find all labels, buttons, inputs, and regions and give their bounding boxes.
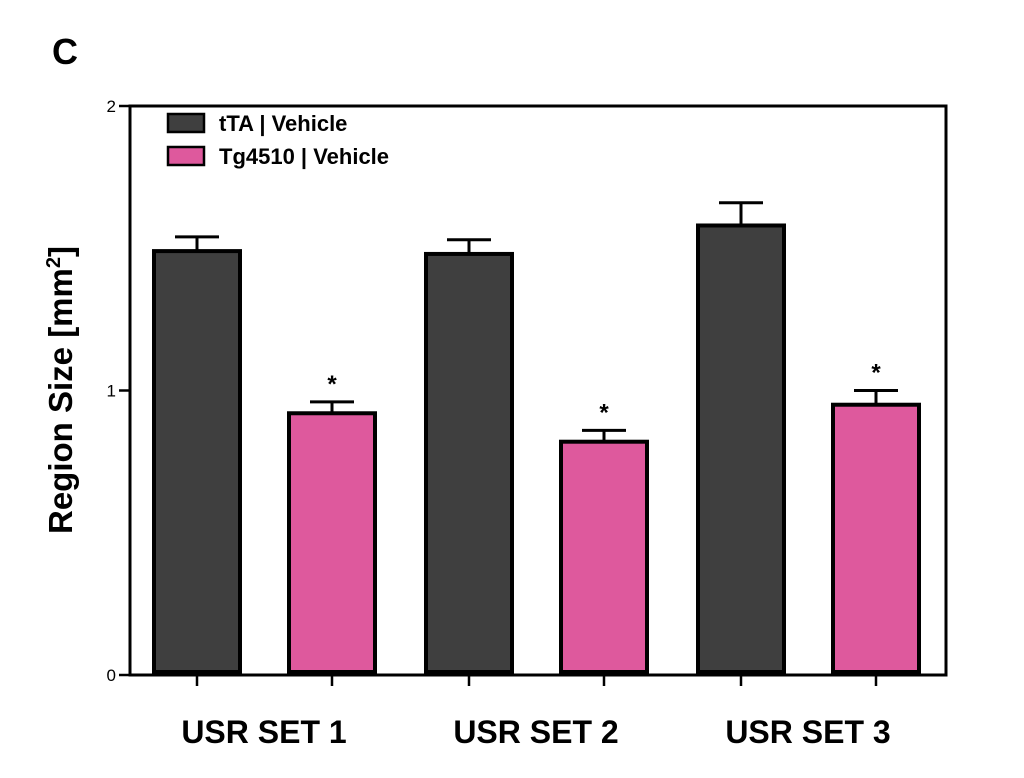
significance-marker: * [599,399,609,426]
significance-marker: * [871,360,881,387]
x-tick-label: USR SET 2 [453,714,618,750]
bar [831,402,921,674]
y-axis-ticks: 0 1 2 [107,97,130,685]
plot-frame [128,104,948,677]
panel-label: C [52,31,78,72]
significance-marker: * [327,371,337,398]
legend: tTA | Vehicle Tg4510 | Vehicle [166,111,389,169]
bar [152,249,242,674]
y-tick-label: 0 [107,666,116,685]
y-tick-label: 2 [107,97,116,116]
y-tick-label: 1 [107,382,116,401]
legend-swatch [166,112,206,134]
y-axis-label: Region Size [mm2] [42,246,79,534]
error-bars-layer [175,201,898,442]
bars-layer [152,223,921,675]
bar [559,439,649,674]
bar [424,251,514,674]
legend-label: Tg4510 | Vehicle [219,144,389,169]
legend-label: tTA | Vehicle [219,111,347,136]
x-tick-label: USR SET 1 [181,714,346,750]
x-tick-label: USR SET 3 [725,714,890,750]
legend-swatch [166,145,206,167]
x-axis-ticks: USR SET 1 USR SET 2 USR SET 3 [181,675,891,750]
bar [696,223,786,675]
bar [287,411,377,674]
significance-layer: * * * [327,360,881,427]
